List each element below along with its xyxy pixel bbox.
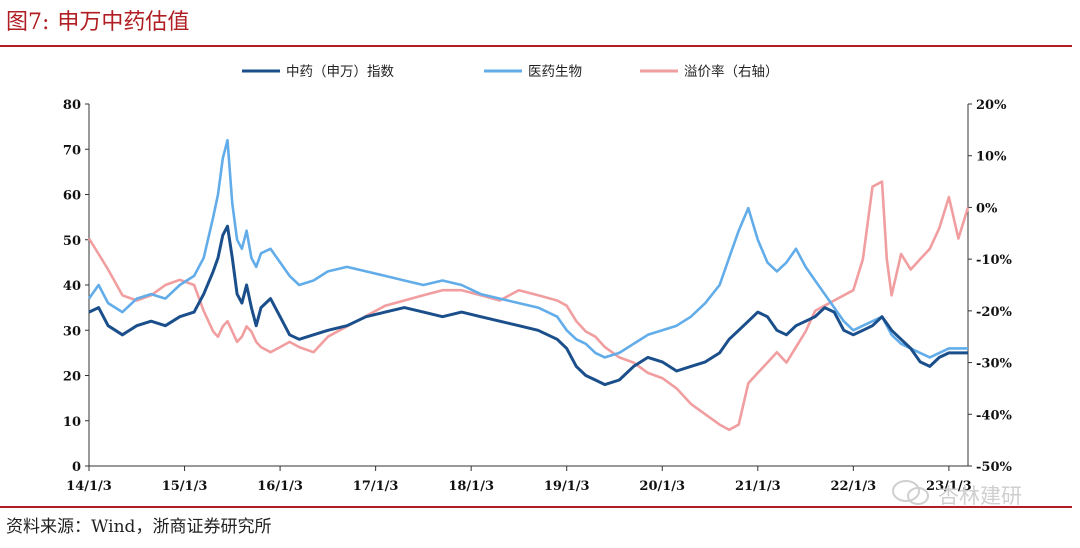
x-tick-label: 19/1/3: [544, 479, 590, 494]
x-tick-label: 22/1/3: [831, 479, 877, 494]
y-left-tick-label: 40: [63, 279, 81, 294]
y-left-tick-label: 70: [63, 143, 81, 158]
y-right-tick-label: -20%: [976, 305, 1012, 320]
series-line-tcm: [88, 224, 968, 387]
x-tick-label: 21/1/3: [735, 479, 781, 494]
series-layer: [87, 138, 970, 432]
y-right-tick-label: 10%: [976, 150, 1007, 165]
legend-label-bio: 医药生物: [528, 64, 582, 80]
y-right-tick-label: -40%: [976, 408, 1012, 423]
x-tick-label: 16/1/3: [257, 479, 303, 494]
legend: 中药（申万）指数 医药生物 溢价率（右轴）: [242, 63, 779, 80]
figure-title-text: 申万中药估值: [57, 10, 190, 35]
figure-number: 图7:: [6, 10, 50, 35]
series-line-premium: [87, 180, 970, 432]
y-right-tick-label: -10%: [976, 253, 1012, 268]
chart-area: 0 10 20 30 40 50 60 70 80 -50% -40% -30% -20% -10% 0% 1…: [63, 63, 1013, 494]
y-left-tick-label: 0: [72, 460, 81, 475]
source-note: 资料来源：Wind，浙商证券研究所: [6, 517, 272, 537]
title-divider: [0, 45, 1072, 47]
y-right-tick-label: 0%: [976, 201, 998, 216]
x-tick-label: 23/1/3: [926, 479, 972, 494]
axes-group: 0 10 20 30 40 50 60 70 80 -50% -40% -30% -20% -10% 0% 1…: [63, 98, 1013, 494]
x-tick-label: 20/1/3: [639, 479, 685, 494]
figure-title: 图7: 申万中药估值: [6, 4, 189, 36]
y-left-tick-label: 30: [63, 324, 81, 339]
y-left-tick-label: 50: [63, 234, 81, 249]
y-left-tick-label: 80: [63, 98, 81, 113]
watermark-text: 杏林建研: [938, 484, 1022, 508]
y-left-tick-label: 10: [63, 415, 81, 430]
legend-label-premium: 溢价率（右轴）: [684, 63, 779, 80]
wechat-icon: [892, 480, 929, 505]
x-tick-label: 18/1/3: [448, 479, 494, 494]
y-right-tick-label: -30%: [976, 357, 1012, 372]
y-left-tick-label: 20: [63, 370, 81, 385]
legend-label-tcm: 中药（申万）指数: [286, 64, 394, 80]
source-divider: [0, 506, 1072, 508]
y-right-tick-label: -50%: [976, 460, 1012, 475]
series-line-bio: [87, 138, 968, 359]
y-left-tick-label: 60: [63, 189, 81, 204]
y-right-tick-label: 20%: [976, 98, 1007, 113]
x-tick-label: 15/1/3: [162, 479, 208, 494]
x-tick-label: 17/1/3: [353, 479, 399, 494]
x-tick-label: 14/1/3: [66, 479, 112, 494]
watermark-logo: [888, 478, 1058, 506]
